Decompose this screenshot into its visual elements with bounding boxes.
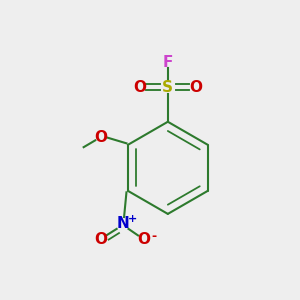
Text: O: O	[94, 130, 107, 145]
Text: N: N	[116, 216, 129, 231]
Text: O: O	[133, 80, 146, 95]
Text: S: S	[162, 80, 173, 95]
Text: O: O	[190, 80, 202, 95]
Text: +: +	[128, 214, 137, 224]
Text: O: O	[94, 232, 107, 247]
Text: O: O	[137, 232, 151, 247]
Text: -: -	[151, 230, 156, 243]
Text: F: F	[163, 55, 173, 70]
